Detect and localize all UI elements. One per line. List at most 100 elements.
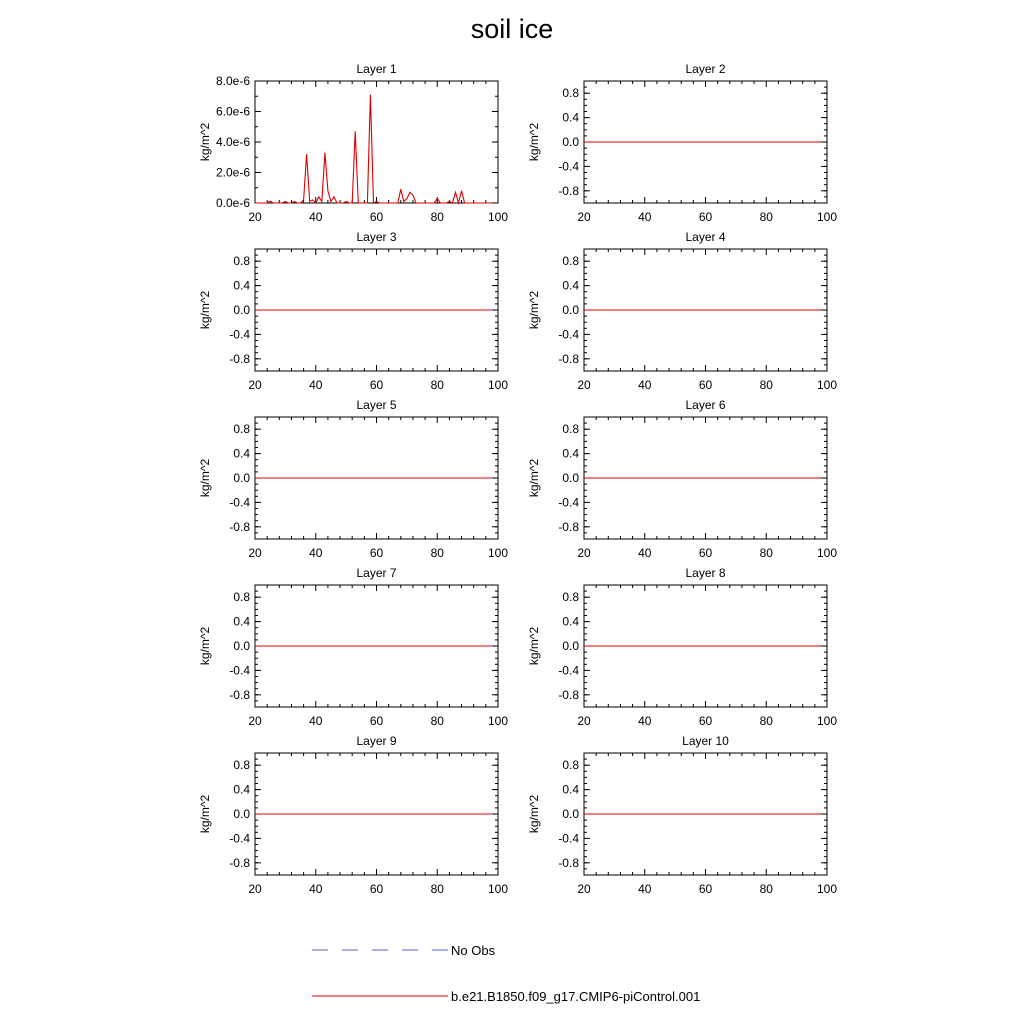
x-tick-label: 100 xyxy=(488,546,508,560)
y-axis-label: kg/m^2 xyxy=(527,627,541,666)
x-tick-label: 60 xyxy=(699,546,713,560)
x-tick-label: 20 xyxy=(577,714,591,728)
x-tick-label: 80 xyxy=(431,378,445,392)
x-tick-label: 20 xyxy=(248,882,262,896)
y-tick-label: 0.0 xyxy=(233,639,250,653)
y-tick-label: 0.8 xyxy=(233,422,250,436)
x-tick-label: 20 xyxy=(577,546,591,560)
y-tick-label: 0.4 xyxy=(562,447,579,461)
y-tick-label: 0.8 xyxy=(562,86,579,100)
panel-title: Layer 10 xyxy=(682,734,729,748)
x-tick-label: 40 xyxy=(309,546,323,560)
panel-layer-3: Layer 3 20 40 60 80 100 -0.8 -0.4 0.0 0.4 0.8 kg/m^… xyxy=(198,230,508,392)
y-tick-label: -0.4 xyxy=(558,663,579,677)
x-tick-label: 80 xyxy=(760,882,774,896)
panel-title: Layer 5 xyxy=(356,398,396,412)
y-axis-label: kg/m^2 xyxy=(198,123,212,162)
y-tick-label: 0.0e-6 xyxy=(216,196,250,210)
series-line xyxy=(255,94,492,206)
y-tick-label: 0.0 xyxy=(562,471,579,485)
y-tick-label: -0.4 xyxy=(229,495,250,509)
x-tick-label: 80 xyxy=(760,546,774,560)
x-tick-label: 20 xyxy=(248,714,262,728)
y-axis-label: kg/m^2 xyxy=(198,627,212,666)
y-tick-label: 0.8 xyxy=(562,590,579,604)
x-tick-label: 60 xyxy=(699,378,713,392)
y-tick-label: -0.4 xyxy=(229,831,250,845)
panel-title: Layer 7 xyxy=(356,566,396,580)
y-tick-label: 0.8 xyxy=(233,590,250,604)
x-tick-label: 60 xyxy=(370,210,384,224)
x-tick-label: 60 xyxy=(699,882,713,896)
y-tick-label: -0.4 xyxy=(229,663,250,677)
y-tick-label: 0.0 xyxy=(562,639,579,653)
y-tick-label: 0.0 xyxy=(562,303,579,317)
y-tick-label: 0.8 xyxy=(562,422,579,436)
y-tick-label: 4.0e-6 xyxy=(216,135,250,149)
x-tick-label: 40 xyxy=(638,210,652,224)
panel-title: Layer 6 xyxy=(685,398,725,412)
y-tick-label: -0.4 xyxy=(558,159,579,173)
x-tick-label: 20 xyxy=(248,378,262,392)
x-tick-label: 40 xyxy=(309,378,323,392)
y-tick-label: 0.8 xyxy=(562,254,579,268)
y-tick-label: 8.0e-6 xyxy=(216,74,250,88)
y-tick-label: -0.8 xyxy=(558,856,579,870)
y-tick-label: -0.8 xyxy=(558,352,579,366)
panel-layer-4: Layer 4 20 40 60 80 100 -0.8 -0.4 0.0 0.4 0.8 kg/m^… xyxy=(527,230,837,392)
legend-label: b.e21.B1850.f09_g17.CMIP6-piControl.001 xyxy=(451,989,700,1004)
y-tick-label: -0.8 xyxy=(229,688,250,702)
x-tick-label: 100 xyxy=(817,546,837,560)
x-tick-label: 80 xyxy=(760,714,774,728)
y-tick-label: 0.0 xyxy=(233,807,250,821)
x-tick-label: 40 xyxy=(309,882,323,896)
y-tick-label: -0.8 xyxy=(558,520,579,534)
panel-title: Layer 2 xyxy=(685,62,725,76)
x-tick-label: 100 xyxy=(488,882,508,896)
panel-layer-8: Layer 8 20 40 60 80 100 -0.8 -0.4 0.0 0.4 0.8 kg/m^… xyxy=(527,566,837,728)
x-tick-label: 80 xyxy=(431,546,445,560)
x-tick-label: 100 xyxy=(817,210,837,224)
y-tick-label: 0.0 xyxy=(562,135,579,149)
x-tick-label: 80 xyxy=(431,882,445,896)
x-tick-label: 40 xyxy=(309,714,323,728)
y-axis-label: kg/m^2 xyxy=(198,291,212,330)
y-tick-label: -0.8 xyxy=(229,352,250,366)
panel-layer-10: Layer 10 20 40 60 80 100 -0.8 -0.4 0.0 0.4 0.8 kg/m… xyxy=(527,734,837,896)
panel-title: Layer 8 xyxy=(685,566,725,580)
y-tick-label: -0.8 xyxy=(229,520,250,534)
panel-title: Layer 4 xyxy=(685,230,725,244)
panel-layer-2: Layer 2 20 40 60 80 100 -0.8 -0.4 0.0 0.4 0.8 kg/m^… xyxy=(527,62,837,224)
y-tick-label: 0.8 xyxy=(233,758,250,772)
x-tick-label: 60 xyxy=(370,546,384,560)
panel-layer-1: Layer 1 20 40 60 80 100 0.0e-6 2.0e-6 4.0e-6 6.0e… xyxy=(198,62,508,224)
y-tick-label: -0.4 xyxy=(558,831,579,845)
x-tick-label: 100 xyxy=(817,714,837,728)
y-tick-label: 0.4 xyxy=(233,615,250,629)
y-tick-label: -0.8 xyxy=(558,688,579,702)
panel-layer-6: Layer 6 20 40 60 80 100 -0.8 -0.4 0.0 0.4 0.8 kg/m^… xyxy=(527,398,837,560)
x-tick-label: 20 xyxy=(248,546,262,560)
x-tick-label: 40 xyxy=(638,378,652,392)
x-tick-label: 60 xyxy=(370,882,384,896)
y-tick-label: -0.4 xyxy=(558,327,579,341)
x-tick-label: 40 xyxy=(638,714,652,728)
y-tick-label: 0.4 xyxy=(233,447,250,461)
panel-title: Layer 3 xyxy=(356,230,396,244)
y-tick-label: 0.4 xyxy=(233,783,250,797)
x-tick-label: 100 xyxy=(488,210,508,224)
x-tick-label: 40 xyxy=(638,546,652,560)
legend-label: No Obs xyxy=(451,943,496,958)
x-tick-label: 80 xyxy=(431,210,445,224)
plot-frame xyxy=(254,80,499,204)
y-tick-label: 0.0 xyxy=(233,303,250,317)
x-tick-label: 60 xyxy=(370,714,384,728)
y-tick-label: -0.8 xyxy=(558,184,579,198)
x-tick-label: 100 xyxy=(817,882,837,896)
y-tick-label: 0.4 xyxy=(562,111,579,125)
y-axis-label: kg/m^2 xyxy=(527,459,541,498)
x-tick-label: 20 xyxy=(248,210,262,224)
y-axis-label: kg/m^2 xyxy=(198,459,212,498)
figure-title: soil ice xyxy=(470,14,554,44)
